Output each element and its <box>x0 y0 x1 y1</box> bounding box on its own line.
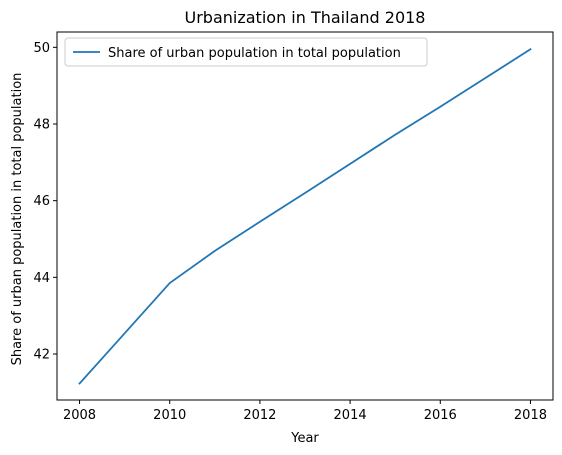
legend-label: Share of urban population in total popul… <box>108 46 401 61</box>
series-line-0 <box>78 48 532 385</box>
axes-frame <box>56 31 554 401</box>
y-tick-label: 42 <box>33 348 50 363</box>
x-tick-label: 2010 <box>153 408 186 423</box>
legend-box <box>64 37 428 67</box>
y-tick-label: 44 <box>33 271 50 286</box>
x-tick-label: 2008 <box>63 408 96 423</box>
x-tick-label: 2016 <box>424 408 457 423</box>
y-axis-label: Share of urban population in total popul… <box>10 73 25 366</box>
y-tick-label: 48 <box>33 118 50 133</box>
legend: Share of urban population in total popul… <box>64 37 428 67</box>
x-tick-label: 2018 <box>514 408 547 423</box>
plot-area: 2008 2010 2012 2014 2016 2018 42 44 46 48 50 <box>33 31 554 423</box>
y-tick-label: 46 <box>33 194 50 209</box>
x-tick-label: 2012 <box>243 408 276 423</box>
x-tick-label: 2014 <box>334 408 367 423</box>
x-axis-label: Year <box>290 431 319 446</box>
y-tick-label: 50 <box>33 41 50 56</box>
chart-title: Urbanization in Thailand 2018 <box>185 8 426 27</box>
